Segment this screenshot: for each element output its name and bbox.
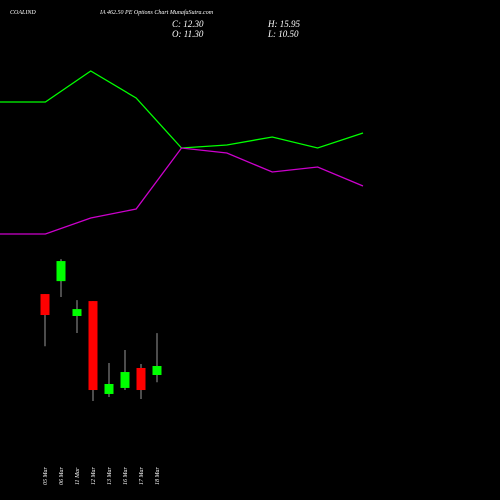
ohlc-high: H: 15.95 — [267, 19, 300, 29]
x-tick-label: 06 Mar — [59, 467, 65, 485]
x-tick-label: 17 Mar — [139, 467, 145, 485]
x-tick-label: 16 Mar — [123, 467, 129, 485]
chart-title: COALIND — [10, 10, 36, 16]
candle-body — [40, 294, 50, 316]
x-tick-label: 13 Mar — [107, 467, 113, 485]
ohlc-low: L: 10.50 — [267, 29, 299, 39]
x-tick-label: 05 Mar — [43, 467, 49, 485]
candle-body — [56, 261, 66, 282]
candle-body — [136, 367, 146, 391]
candle-body — [152, 366, 162, 375]
ohlc-open: O: 11.30 — [172, 29, 204, 39]
candle-body — [88, 301, 98, 391]
x-tick-label: 18 Mar — [155, 467, 161, 485]
ohlc-close: C: 12.30 — [172, 19, 204, 29]
chart-subtitle: IA 462.50 PE Options Chart MunafaSutra.c… — [99, 9, 214, 16]
candle-body — [120, 372, 130, 388]
candle-body — [72, 309, 82, 317]
line-series — [0, 147, 364, 235]
candle-body — [104, 383, 114, 394]
x-tick-label: 12 Mar — [91, 467, 97, 485]
x-tick-label: 11 Mar — [75, 467, 81, 485]
